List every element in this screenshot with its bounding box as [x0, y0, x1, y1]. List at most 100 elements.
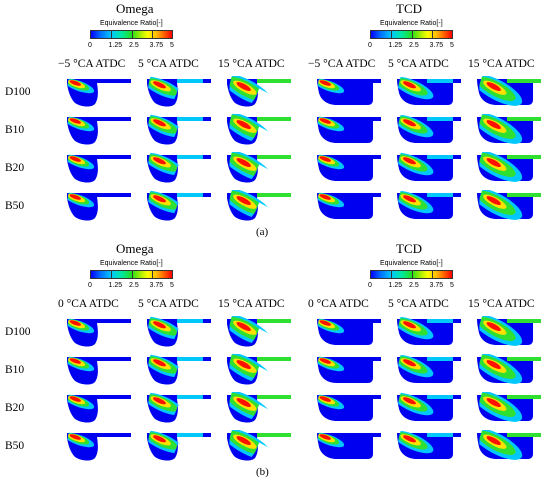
colorbar-tick-label: 0	[88, 42, 92, 49]
equivalence-ratio-contour	[153, 195, 166, 203]
contour-plot	[315, 318, 381, 345]
contour-plot	[65, 78, 131, 107]
colorbar-tick-label: 1.25	[108, 282, 123, 289]
equivalence-ratio-contour	[69, 320, 81, 326]
contour-plot	[475, 152, 541, 182]
squish-region-contour	[177, 395, 203, 399]
contour-plot	[225, 316, 291, 347]
equivalence-ratio-contour	[236, 436, 251, 445]
contour-plot	[475, 114, 541, 144]
contour-plot	[395, 152, 461, 181]
equivalence-ratio-contour	[486, 322, 501, 331]
contour-plot	[225, 190, 291, 221]
squish-region-contour	[507, 433, 541, 437]
row-label: B50	[5, 440, 25, 452]
equivalence-ratio-contour	[236, 82, 251, 91]
colorbar-title: Equivalence Ratio[-]	[100, 260, 163, 267]
equivalence-ratio-contour	[153, 321, 166, 329]
squish-region-contour	[507, 155, 541, 159]
contour-plot	[145, 354, 211, 385]
equivalence-ratio-contour	[486, 158, 501, 167]
squish-region-contour	[177, 357, 203, 361]
colorbar-tick-label: 1.25	[108, 42, 123, 49]
contour-plot	[395, 392, 461, 421]
column-header: −5 °CA ATDC	[308, 58, 376, 70]
colorbar-tick-label: 3.75	[429, 282, 444, 289]
equivalence-ratio-contour	[403, 435, 416, 443]
equivalence-ratio-contour	[236, 322, 251, 331]
colorbar-title: Equivalence Ratio[-]	[380, 260, 443, 267]
contour-plot	[475, 354, 541, 384]
contour-plot	[475, 316, 541, 346]
squish-region-contour	[257, 193, 291, 197]
equivalence-ratio-contour	[319, 194, 331, 200]
equivalence-ratio-contour	[486, 360, 501, 369]
squish-region-contour	[257, 319, 291, 323]
squish-region-contour	[177, 319, 203, 323]
colorbar	[370, 30, 453, 39]
squish-region-contour	[177, 117, 203, 121]
equivalence-ratio-contour	[153, 435, 166, 443]
squish-region-contour	[507, 117, 541, 121]
squish-region-contour	[507, 79, 541, 83]
contour-plot	[225, 354, 291, 385]
colorbar-tickmark	[131, 30, 133, 39]
equivalence-ratio-contour	[403, 397, 416, 405]
equivalence-ratio-contour	[69, 80, 81, 86]
colorbar-tickmark	[151, 270, 153, 279]
equivalence-ratio-contour	[319, 396, 331, 402]
equivalence-ratio-contour	[153, 119, 166, 127]
equivalence-ratio-contour	[236, 398, 251, 407]
squish-region-contour	[507, 193, 541, 197]
colorbar	[90, 30, 173, 39]
contour-plot	[225, 76, 291, 107]
equivalence-ratio-contour	[403, 157, 416, 165]
contour-plot	[225, 114, 291, 145]
colorbar-tickmark	[431, 270, 433, 279]
panel-caption: (a)	[256, 226, 269, 238]
squish-region-contour	[507, 319, 541, 323]
column-header: 15 °CA ATDC	[218, 58, 285, 70]
equivalence-ratio-contour	[153, 359, 166, 367]
squish-region-contour	[507, 395, 541, 399]
equivalence-ratio-contour	[486, 398, 501, 407]
contour-plot	[315, 78, 381, 105]
contour-plot	[475, 392, 541, 422]
equivalence-ratio-contour	[486, 82, 501, 91]
squish-region-contour	[257, 395, 291, 399]
equivalence-ratio-contour	[69, 434, 81, 440]
equivalence-ratio-contour	[486, 120, 501, 129]
row-label: B20	[5, 402, 25, 414]
row-label: B10	[5, 364, 25, 376]
colorbar	[90, 270, 173, 279]
equivalence-ratio-contour	[486, 196, 501, 205]
squish-region-contour	[427, 193, 453, 197]
equivalence-ratio-contour	[69, 156, 81, 162]
colorbar-tickmark	[411, 30, 413, 39]
contour-plot	[225, 152, 291, 183]
equivalence-ratio-contour	[153, 81, 166, 89]
contour-plot	[65, 432, 131, 461]
colorbar-tickmark	[391, 30, 393, 39]
colorbar-tick-label: 0	[368, 282, 372, 289]
colorbar-tick-label: 3.75	[429, 42, 444, 49]
colorbar-tickmark	[411, 270, 413, 279]
column-header: 15 °CA ATDC	[468, 298, 535, 310]
equivalence-ratio-contour	[69, 396, 81, 402]
equivalence-ratio-contour	[319, 118, 331, 124]
colorbar-tickmark	[151, 30, 153, 39]
colorbar-tick-label: 1.25	[388, 42, 403, 49]
equivalence-ratio-contour	[236, 360, 251, 369]
colorbar-title: Equivalence Ratio[-]	[380, 20, 443, 27]
contour-plot	[65, 356, 131, 385]
colorbar-tick-label: 2.5	[409, 42, 419, 49]
contour-plot	[315, 154, 381, 181]
squish-region-contour	[427, 117, 453, 121]
squish-region-contour	[257, 433, 291, 437]
equivalence-ratio-contour	[153, 157, 166, 165]
column-header: 5 °CA ATDC	[138, 58, 199, 70]
contour-plot	[395, 430, 461, 459]
squish-region-contour	[427, 155, 453, 159]
colorbar-tick-label: 0	[368, 42, 372, 49]
contour-plot	[65, 192, 131, 221]
